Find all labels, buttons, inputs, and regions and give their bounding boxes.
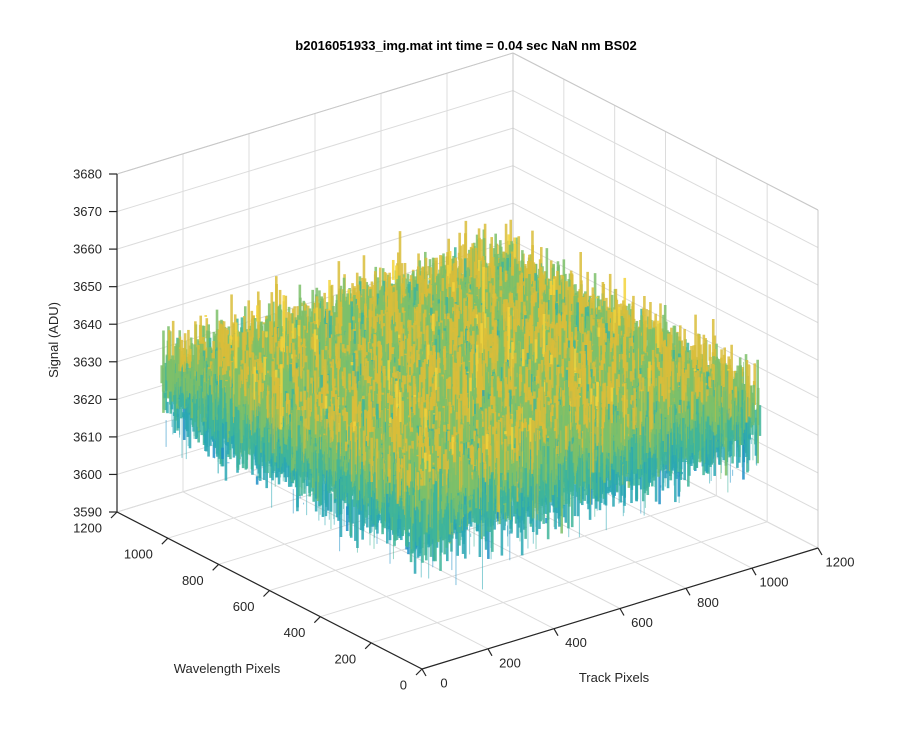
- figure: 0 200 400 600 800 1000 1200 0 200 400 600 800 1000 12…: [0, 0, 900, 750]
- surface-plot: 0200400600800100012000200400600800100012…: [0, 0, 900, 750]
